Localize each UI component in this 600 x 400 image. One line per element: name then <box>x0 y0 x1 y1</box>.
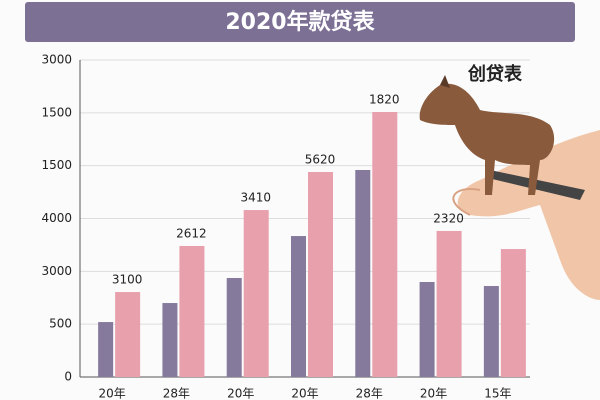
title-banner <box>25 2 575 42</box>
x-tick-label: 20年 <box>227 387 254 400</box>
illustration <box>419 75 600 300</box>
bar <box>355 169 371 377</box>
annotation: 3100 <box>112 273 143 287</box>
bar <box>98 322 114 377</box>
y-tick-label: 1500 <box>41 105 72 119</box>
annotation: 2320 <box>433 211 464 225</box>
y-tick-label: 3000 <box>41 264 72 278</box>
bar <box>500 249 526 377</box>
x-tick-label: 20年 <box>420 387 447 400</box>
annotation: 5620 <box>305 153 336 167</box>
bar <box>419 282 435 377</box>
y-tick-label: 3000 <box>41 53 72 67</box>
x-tick-label: 28年 <box>163 387 190 400</box>
image-text: 创贷表 <box>467 63 523 85</box>
bar <box>372 111 398 377</box>
y-tick-label: 500 <box>49 317 72 331</box>
annotation: 3410 <box>240 191 271 205</box>
bar <box>483 286 499 377</box>
chart-title: 2020年款贷表 <box>225 9 375 35</box>
bar <box>291 236 306 377</box>
x-tick-label: 28年 <box>356 387 383 400</box>
bar <box>308 172 333 377</box>
annotation: 1820 <box>369 92 400 106</box>
bar <box>243 210 269 377</box>
y-tick-label: 1500 <box>41 158 72 172</box>
bar <box>115 292 141 377</box>
x-tick-label: 15年 <box>484 387 511 400</box>
bar <box>179 245 205 377</box>
bar <box>226 277 242 377</box>
annotation: 2612 <box>176 226 207 240</box>
bar <box>162 303 178 377</box>
x-tick-label: 20年 <box>291 387 318 400</box>
y-tick-label: 4000 <box>41 211 72 225</box>
y-tick-label: 0 <box>64 370 72 384</box>
bar <box>436 230 462 377</box>
x-tick-label: 20年 <box>99 387 126 400</box>
